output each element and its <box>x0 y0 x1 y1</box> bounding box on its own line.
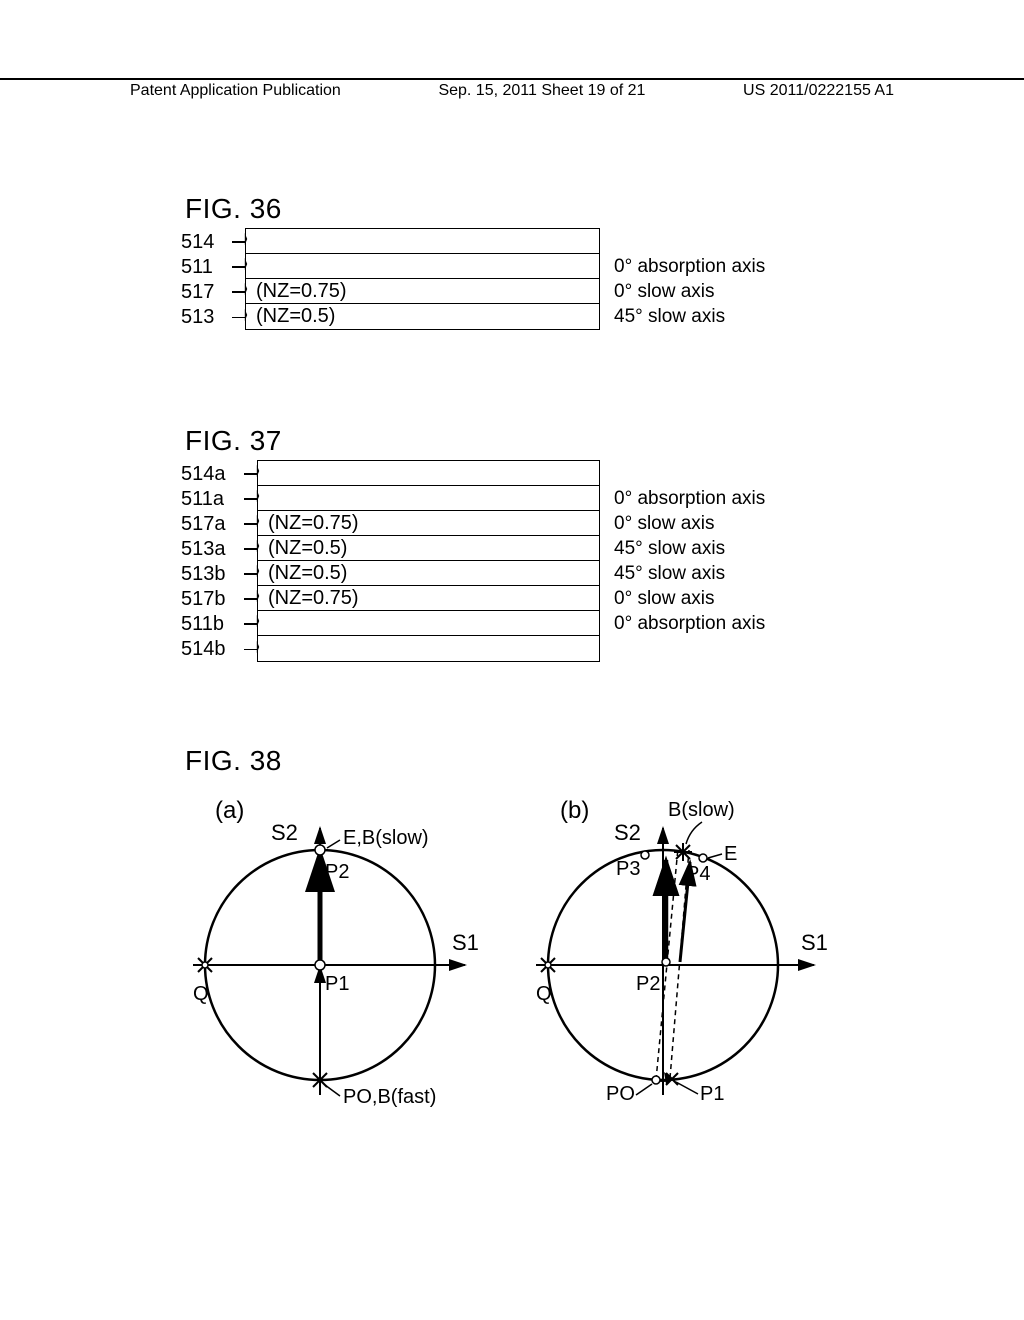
label-s2: S2 <box>271 820 298 845</box>
fig37-label: FIG. 37 <box>185 425 282 457</box>
layer-row: 517a (NZ=0.75) 0° slow axis <box>258 511 599 536</box>
label-p4: P4 <box>686 863 710 885</box>
layer-nz: (NZ=0.5) <box>256 305 335 328</box>
label-s1: S1 <box>452 930 479 955</box>
header-right: US 2011/0222155 A1 <box>743 82 894 100</box>
layer-row: 511a 0° absorption axis <box>258 486 599 511</box>
layer-ref: 513 <box>181 306 214 329</box>
label-p1: P1 <box>325 973 349 995</box>
layer-nz: (NZ=0.75) <box>268 512 359 535</box>
layer-axis: 45° slow axis <box>614 538 725 560</box>
layer-row: 514a <box>258 461 599 486</box>
layer-row: 513a (NZ=0.5) 45° slow axis <box>258 536 599 561</box>
poincare-sphere-b: S2 B(slow) E P3 P4 S1 P2 Q PO P1 <box>508 800 848 1130</box>
layer-nz: (NZ=0.5) <box>268 537 347 560</box>
layer-axis: 0° slow axis <box>614 513 715 535</box>
label-p2-b: P2 <box>636 973 660 995</box>
label-p2: P2 <box>325 861 349 883</box>
layer-nz: (NZ=0.75) <box>256 280 347 303</box>
label-e-b-slow: E,B(slow) <box>343 827 429 849</box>
layer-ref: 517a <box>181 513 226 536</box>
layer-row: 517b (NZ=0.75) 0° slow axis <box>258 586 599 611</box>
fig38-label: FIG. 38 <box>185 745 282 777</box>
header-center: Sep. 15, 2011 Sheet 19 of 21 <box>438 82 645 100</box>
layer-nz: (NZ=0.75) <box>268 587 359 610</box>
layer-ref: 511 <box>181 256 213 279</box>
layer-axis: 0° absorption axis <box>614 256 765 278</box>
label-p3: P3 <box>616 858 640 880</box>
fig37-diagram: 514a 511a 0° absorption axis 517a (NZ=0.… <box>185 460 600 662</box>
layer-ref: 511a <box>181 488 224 511</box>
layer-nz: (NZ=0.5) <box>268 562 347 585</box>
fig36-label: FIG. 36 <box>185 193 282 225</box>
layer-ref: 514b <box>181 638 226 661</box>
layer-ref: 511b <box>181 613 224 636</box>
layer-row: 514b <box>258 636 599 661</box>
layer-row: 517 (NZ=0.75) 0° slow axis <box>246 279 599 304</box>
layer-ref: 514a <box>181 463 226 486</box>
layer-row: 511b 0° absorption axis <box>258 611 599 636</box>
label-e: E <box>724 843 737 865</box>
label-s2-b: S2 <box>614 820 641 845</box>
label-p0-b: PO <box>606 1083 635 1105</box>
layer-row: 513b (NZ=0.5) 45° slow axis <box>258 561 599 586</box>
layer-row: 513 (NZ=0.5) 45° slow axis <box>246 304 599 329</box>
label-s1-b: S1 <box>801 930 828 955</box>
layer-row: 511 0° absorption axis <box>246 254 599 279</box>
layer-ref: 513a <box>181 538 226 561</box>
layer-ref: 517b <box>181 588 226 611</box>
layer-axis: 45° slow axis <box>614 306 725 328</box>
poincare-sphere-a: S2 E,B(slow) P2 S1 P1 Q PO,B(fast) <box>165 800 495 1130</box>
label-bslow: B(slow) <box>668 800 735 821</box>
layer-row: 514 <box>246 229 599 254</box>
layer-axis: 0° absorption axis <box>614 488 765 510</box>
layer-axis: 0° slow axis <box>614 588 715 610</box>
layer-axis: 0° absorption axis <box>614 613 765 635</box>
label-p0-b-fast: PO,B(fast) <box>343 1086 436 1108</box>
layer-ref: 513b <box>181 563 226 586</box>
page-header: Patent Application Publication Sep. 15, … <box>0 78 1024 100</box>
layer-axis: 0° slow axis <box>614 281 715 303</box>
fig36-diagram: 514 511 0° absorption axis 517 (NZ=0.75)… <box>185 228 600 330</box>
header-left: Patent Application Publication <box>130 82 341 100</box>
label-q: Q <box>193 983 209 1005</box>
layer-axis: 45° slow axis <box>614 563 725 585</box>
layer-ref: 517 <box>181 281 214 304</box>
layer-ref: 514 <box>181 231 214 254</box>
label-p1-b: P1 <box>700 1083 724 1105</box>
label-q-b: Q <box>536 983 552 1005</box>
